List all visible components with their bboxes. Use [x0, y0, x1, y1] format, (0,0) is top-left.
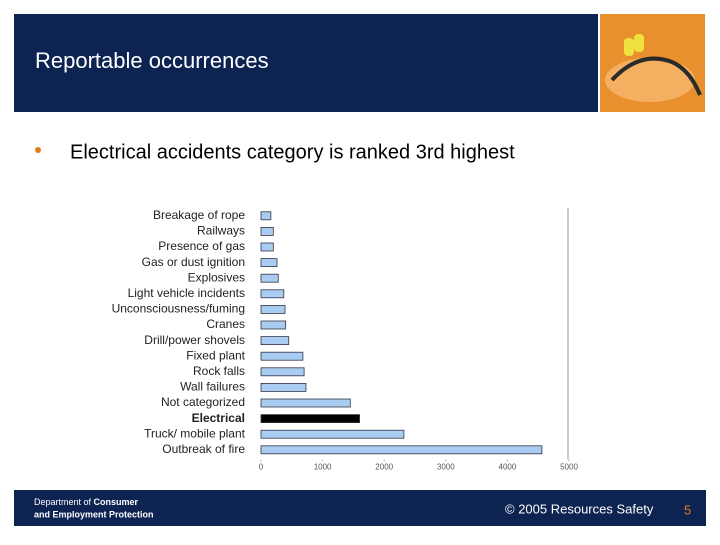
dept-part: Department of [34, 497, 94, 507]
x-tick-label: 4000 [499, 463, 517, 472]
photo-earplug [634, 34, 644, 52]
bar [260, 226, 274, 236]
dept-part: Consumer [94, 497, 139, 507]
footer-department: Department of Consumer [34, 497, 139, 507]
y-tick-label: Light vehicle incidents [128, 286, 245, 300]
bar [260, 242, 274, 252]
footer-department: and Employment Protection [34, 509, 154, 519]
y-tick-label: Railways [197, 224, 245, 238]
x-tick-label: 2000 [375, 463, 393, 472]
bar [260, 304, 286, 314]
slide-title: Reportable occurrences [35, 48, 269, 73]
y-tick-label: Cranes [206, 317, 245, 331]
bullet-text: Electrical accidents category is ranked … [70, 141, 515, 163]
header-band [14, 14, 598, 112]
footer-band [14, 490, 706, 526]
bullet-dot [35, 147, 41, 153]
bar [260, 273, 279, 283]
y-tick-label: Gas or dust ignition [142, 255, 245, 269]
y-tick-label: Outbreak of fire [162, 442, 245, 456]
y-tick-label: Not categorized [161, 395, 245, 409]
bar [260, 398, 351, 408]
bar [260, 351, 304, 361]
y-tick-label: Electrical [192, 411, 245, 425]
photo-glasses [610, 56, 702, 96]
x-tick-label: 0 [259, 463, 264, 472]
footer-copyright: © 2005 Resources Safety [505, 501, 654, 516]
bar [260, 289, 285, 299]
bar [260, 429, 405, 439]
page-number: 5 [684, 502, 691, 517]
photo-earplug [624, 38, 634, 56]
y-tick-label: Rock falls [193, 364, 245, 378]
x-tick-label: 1000 [314, 463, 332, 472]
bar [260, 445, 543, 455]
bar [260, 211, 272, 221]
bar [260, 367, 305, 377]
y-tick-label: Wall failures [180, 380, 245, 394]
bar [260, 258, 278, 268]
bar [260, 336, 290, 346]
x-tick-label: 5000 [560, 463, 578, 472]
bar [260, 382, 307, 392]
photo-shape [605, 58, 695, 102]
y-tick-label: Fixed plant [186, 348, 245, 362]
y-tick-label: Drill/power shovels [144, 333, 245, 347]
bar [260, 320, 287, 330]
y-tick-label: Unconsciousness/fuming [112, 302, 245, 316]
chart: 0 1000 2000 3000 4000 5000 Breakage of rope Rai… [112, 208, 579, 472]
header-photo [600, 14, 705, 112]
y-tick-label: Presence of gas [158, 239, 245, 253]
y-tick-label: Explosives [188, 270, 245, 284]
bar [260, 414, 360, 424]
x-tick-label: 3000 [437, 463, 455, 472]
y-tick-label: Truck/ mobile plant [144, 426, 246, 440]
y-tick-label: Breakage of rope [153, 208, 245, 222]
